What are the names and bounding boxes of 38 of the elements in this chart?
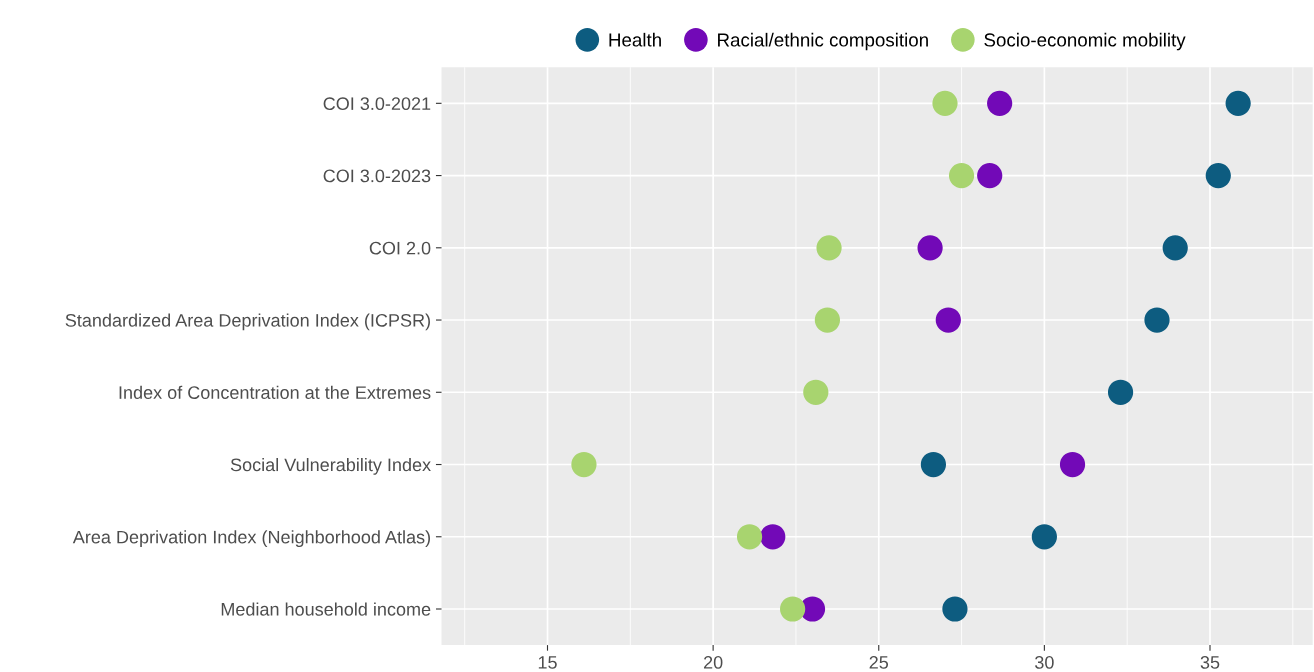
x-tick-label: 35 [1200,656,1220,669]
point [1162,235,1188,261]
point [814,307,841,333]
point [1031,524,1057,550]
x-tick-label: 15 [538,656,557,669]
point [1144,307,1170,333]
point [987,90,1013,116]
y-tick-label: Standardized Area Deprivation Index (ICPSR) [65,313,430,331]
point [948,162,975,189]
legend-label: Health [609,32,661,47]
legend-label: Racial/ethnic composition [718,32,928,51]
y-tick-label: Area Deprivation Index (Neighborhood Atlas) [72,530,430,548]
point [917,235,943,261]
x-tick-label: 30 [1035,656,1054,669]
point [760,524,786,550]
point [803,379,829,405]
point [780,596,806,622]
y-tick-label: Social Vulnerability Index [230,457,431,475]
point [932,90,958,116]
point [1059,451,1086,478]
y-tick-label: COI 2.0 [369,241,431,255]
point [736,524,763,550]
y-tick-label: COI 3.0-2021 [323,97,431,111]
point [1205,162,1231,189]
y-tick-label: COI 3.0-2023 [323,169,431,183]
point [977,162,1003,189]
point [1107,379,1134,405]
point [942,596,968,622]
point [935,307,961,333]
point [1225,90,1251,116]
y-tick-label: Index of Concentration at the Extremes [119,385,431,399]
point [920,451,947,478]
point [816,235,842,261]
x-tick-label: 20 [704,656,723,669]
y-tick-label: Median household income [221,602,431,616]
x-tick-label: 25 [869,656,889,669]
point [571,451,597,478]
legend-label: Socio-economic mobility [984,32,1186,51]
